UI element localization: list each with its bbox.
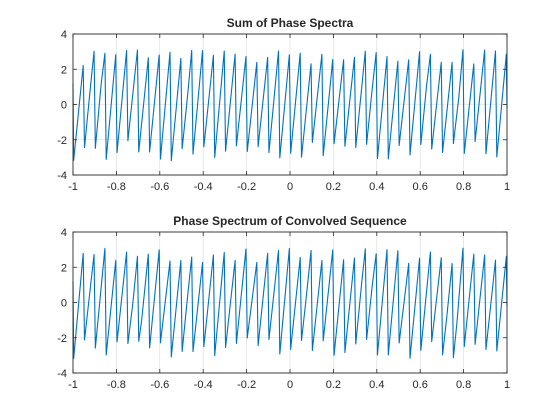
x-tick-label: 0.4: [369, 181, 384, 193]
axes-1: -1 -0.8 -0.6 -0.4 -0.2 0 0.2 0.4 0.6 0.8 1 -4 -2 0 2 4 S…: [57, 16, 510, 193]
x-tick-label: 0.8: [456, 181, 471, 193]
x-tick-label: -0.4: [194, 379, 213, 391]
chart-title: Phase Spectrum of Convolved Sequence: [173, 214, 407, 228]
x-tick-label: 0.6: [413, 181, 428, 193]
chart-title: Sum of Phase Spectra: [227, 16, 354, 30]
x-tick-label: 0: [287, 181, 293, 193]
y-tick-label: -2: [57, 333, 67, 345]
y-tick-label: -4: [57, 368, 67, 380]
x-tick-label: 0.6: [413, 379, 428, 391]
x-tick-label: -1: [68, 181, 78, 193]
x-tick-label: -0.2: [237, 181, 256, 193]
x-tick-label: 0.4: [369, 379, 384, 391]
x-tick-label: -0.8: [107, 379, 126, 391]
x-tick-label: 1: [504, 181, 510, 193]
y-tick-label: -4: [57, 170, 67, 182]
x-tick-label: -0.8: [107, 181, 126, 193]
y-tick-label: 4: [61, 227, 67, 239]
x-tick-label: -0.2: [237, 379, 256, 391]
x-tick-label: -0.6: [150, 379, 169, 391]
x-tick-label: -0.4: [194, 181, 213, 193]
x-tick-label: 1: [504, 379, 510, 391]
phase-series-line: [72, 49, 508, 162]
x-tick-label: 0.2: [326, 181, 341, 193]
y-tick-label: 0: [61, 298, 67, 310]
x-tick-label: -0.6: [150, 181, 169, 193]
phase-series-line: [72, 247, 508, 359]
y-tick-label: 2: [61, 262, 67, 274]
y-tick-label: -2: [57, 135, 67, 147]
y-tick-label: 4: [61, 29, 67, 41]
axes-2: -1 -0.8 -0.6 -0.4 -0.2 0 0.2 0.4 0.6 0.8 1 -4 -2 0 2 4 P…: [57, 214, 510, 391]
x-tick-label: -1: [68, 379, 78, 391]
x-tick-label: 0.2: [326, 379, 341, 391]
y-tick-label: 2: [61, 64, 67, 76]
x-tick-label: 0: [287, 379, 293, 391]
y-tick-label: 0: [61, 100, 67, 112]
x-tick-label: 0.8: [456, 379, 471, 391]
